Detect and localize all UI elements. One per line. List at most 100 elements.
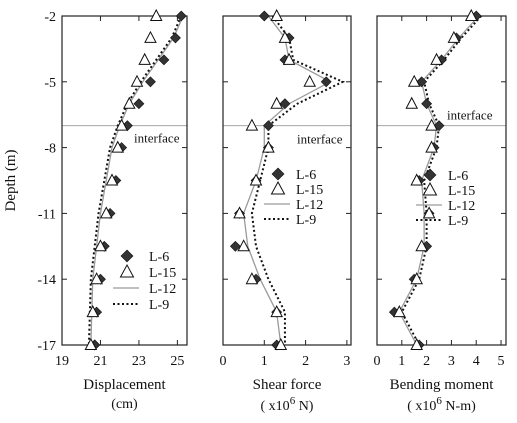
series-l-15-point [407, 74, 421, 87]
series-l-15-point [122, 96, 136, 109]
legend-label-l-12: L-12 [149, 282, 176, 297]
interface-label: interface [134, 131, 180, 146]
series-l-15-point [245, 272, 259, 285]
y-tick-label: -5 [44, 76, 56, 91]
series-l-15-point [94, 239, 107, 252]
series-l-6-point [279, 98, 291, 110]
series-l-9-line [87, 15, 183, 346]
series-l-15-point [144, 30, 157, 43]
interface-label: interface [297, 132, 343, 147]
series-l-15-point [105, 173, 119, 186]
series-l-15-point [278, 30, 292, 43]
legend: L-6L-15L-12L-9 [264, 167, 323, 228]
series-l-15-point [245, 118, 259, 131]
legend-marker-l-15 [422, 181, 438, 196]
legend-marker-l-6 [271, 167, 285, 181]
series-l-15-point [410, 272, 424, 285]
series-l-15-point [115, 118, 128, 131]
x-tick-label: 23 [132, 354, 146, 369]
series-l-6-point [133, 98, 145, 110]
unit-prefix: ( x10 [407, 399, 436, 414]
series-l-6-point [158, 54, 170, 66]
legend-label-l-6: L-6 [448, 169, 468, 184]
series-l-15-point [149, 8, 163, 21]
legend-label-l-12: L-12 [448, 199, 475, 214]
series-l-15-point [303, 74, 317, 87]
legend-marker-l-6 [423, 168, 437, 182]
series-l-15-point [233, 206, 246, 219]
series-l-15-point [84, 337, 98, 350]
legend-label-l-9: L-9 [149, 298, 169, 313]
series-l-15-point [237, 239, 250, 252]
x-axis-unit: (cm) [111, 397, 138, 412]
x-tick-label: 25 [170, 354, 184, 369]
legend: L-6L-15L-12L-9 [113, 249, 176, 313]
series-l-6-point [258, 10, 270, 22]
x-tick-label: 21 [93, 354, 107, 369]
series-l-15-point [410, 337, 424, 350]
series-l-6-point [433, 120, 445, 132]
series-l-15-point [393, 305, 406, 318]
series-l-15-point [270, 96, 284, 109]
series-l-6-point [262, 120, 274, 132]
legend-marker-l-15 [270, 180, 286, 195]
plot-frame [61, 15, 188, 346]
legend-marker-l-15 [119, 263, 135, 278]
y-tick-label: -14 [37, 273, 56, 288]
legend-label-l-15: L-15 [296, 183, 323, 198]
panel-3: 0 1 2 3 4 5 interface L-6L-15L-12L-9 Bending mom… [374, 8, 507, 414]
series-l-6-point [175, 10, 187, 22]
unit-prefix: ( x10 [261, 399, 290, 414]
series-l-15-point [249, 173, 263, 186]
x-tick-label: 3 [448, 354, 455, 369]
x-axis-unit: ( x106 N) [261, 395, 314, 414]
unit-exponent: 6 [290, 395, 296, 407]
series-l-6-point [145, 76, 156, 88]
x-tick-label: 2 [423, 354, 430, 369]
x-tick-label: 0 [374, 354, 381, 369]
legend: L-6L-15L-12L-9 [416, 168, 475, 229]
series-l-6-point [229, 240, 241, 252]
legend-label-l-6: L-6 [149, 250, 169, 265]
plot-frame [222, 15, 352, 346]
unit-suffix: N) [295, 399, 314, 414]
interface-label: interface [447, 108, 493, 123]
series-l-15-point [415, 239, 428, 252]
series-l-6-point [421, 98, 433, 110]
series-l-15-point [90, 272, 103, 285]
series-l-15-point [274, 337, 288, 350]
x-tick-label: 5 [498, 354, 505, 369]
series-l-15-point [138, 52, 152, 65]
series-l-15-point [262, 140, 275, 153]
series-l-15-point [111, 140, 125, 153]
legend-marker-l-6 [120, 249, 134, 263]
unit-exponent: 6 [436, 395, 442, 407]
legend-label-l-9: L-9 [296, 213, 316, 228]
x-tick-label: 19 [55, 354, 69, 369]
series-l-15-point [99, 206, 113, 219]
x-axis-label: Shear force [253, 377, 322, 393]
series-l-6-point [320, 76, 332, 88]
y-axis-label: Depth (m) [3, 149, 19, 211]
x-axis-label: Displacement [83, 377, 166, 393]
series-l-15-point [425, 118, 438, 131]
x-axis-unit: ( x106 N-m) [407, 395, 476, 414]
legend-label-l-6: L-6 [296, 168, 316, 183]
x-tick-label: 3 [343, 354, 350, 369]
series-l-15-point [130, 74, 144, 87]
series-l-15-point [447, 30, 461, 43]
legend-label-l-15: L-15 [448, 184, 475, 199]
unit-suffix: N-m) [442, 399, 476, 414]
y-tick-label: -17 [37, 339, 56, 354]
x-tick-label: 1 [261, 354, 268, 369]
series-l-15-point [270, 305, 284, 318]
series-l-15-point [464, 8, 478, 21]
series-l-15-point [425, 140, 438, 153]
y-tick-label: -8 [44, 142, 56, 157]
series-l-15-point [270, 8, 284, 21]
x-tick-label: 0 [220, 354, 227, 369]
series-l-12-line [90, 15, 184, 346]
